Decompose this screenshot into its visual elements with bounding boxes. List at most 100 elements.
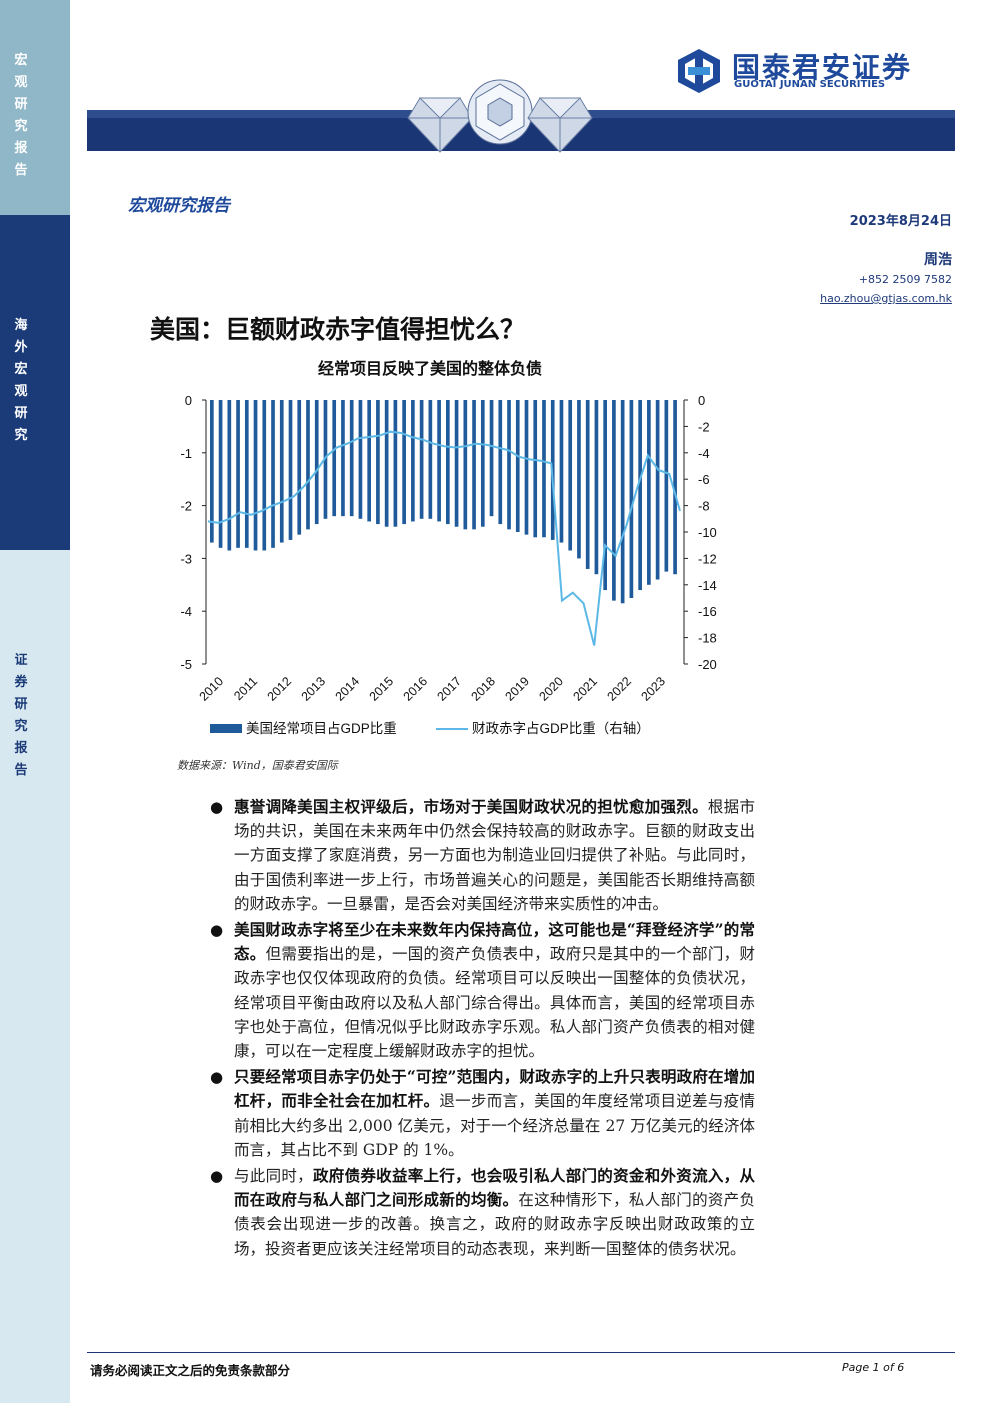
x-axis-tick-label: 2015: [367, 674, 397, 704]
current-account-bar: [594, 400, 599, 575]
author-phone: +852 2509 7582: [858, 273, 952, 286]
bullet-dot-icon: ●: [210, 1167, 224, 1186]
bullet-item: ● 与此同时，政府债券收益率上行，也会吸引私人部门的资金和外资流入，从而在政府与私…: [210, 1164, 755, 1261]
current-account-bar: [349, 400, 354, 517]
current-account-bar: [384, 400, 389, 527]
left-axis-tick-label: -4: [180, 604, 192, 619]
bullet-text: 在这种情形下，私人部门的资产负债表会出现进一步的改善。换言之，政府的财政赤字反映…: [234, 1191, 755, 1258]
right-axis-tick-label: -14: [698, 578, 717, 593]
sidebar-bottom-label: 证券研究报告: [14, 653, 28, 778]
current-account-bar: [480, 400, 485, 527]
current-account-bar: [262, 400, 267, 551]
chart: 0 -1 -2 -3 -4 -5 0 -2 -4 -6 -8 -10 -12 -14 -16 -18 -20 20…: [180, 393, 717, 736]
legend-bar-swatch: [210, 724, 242, 733]
bullet-bold-text: 美国财政赤字将至少在未来数年内保持高位，这可能也是“拜登经济学”的常态。: [234, 920, 755, 964]
bullet-item: ● 美国财政赤字将至少在未来数年内保持高位，这可能也是“拜登经济学”的常态。但需要…: [210, 918, 755, 1063]
current-account-bar: [533, 400, 538, 538]
author-name: 周浩: [924, 252, 952, 268]
current-account-bar: [323, 400, 328, 519]
fiscal-deficit-line: [207, 430, 681, 646]
current-account-bar: [542, 400, 546, 538]
x-axis-tick-label: 2013: [299, 674, 329, 704]
bullet-pre-text: 与此同时，: [234, 1167, 313, 1186]
bullet-text: 但需要指出的是，一国的资产负债表中，政府只是其中的一个部门，财政赤字也仅仅体现政…: [234, 945, 755, 1061]
right-axis-tick-label: -2: [698, 419, 710, 434]
bullet-text: 根据市场的共识，美国在未来两年中仍然会保持较高的财政赤字。巨额的财政支出一方面支…: [234, 798, 755, 913]
right-axis-tick-label: -8: [698, 499, 710, 514]
current-account-bar: [428, 400, 433, 519]
diamond-icon: [407, 79, 593, 153]
logo-english-name: GUOTAI JUNAN SECURITIES: [734, 79, 886, 90]
bullet-text: 退一步而言，美国的年度经常项目逆差与疫情前相比大约多出 2,000 亿美元，对于…: [234, 1092, 755, 1159]
x-axis-tick-label: 2020: [537, 674, 567, 704]
x-axis-tick-label: 2021: [571, 674, 601, 704]
left-axis-tick-label: -5: [180, 657, 192, 672]
current-account-bar: [253, 400, 258, 551]
chart-title: 经常项目反映了美国的整体负债: [318, 359, 543, 378]
current-account-bar: [655, 400, 660, 580]
current-account-bar: [227, 400, 232, 551]
current-account-bar: [218, 400, 223, 548]
x-axis-tick-label: 2018: [469, 674, 499, 704]
right-axis-tick-label: -20: [698, 657, 717, 672]
current-account-bar: [411, 400, 415, 522]
sidebar-bottom-block: 证券研究报告: [0, 550, 70, 1403]
company-logo: 国泰君安证券 GUOTAI JUNAN SECURITIES: [676, 46, 956, 94]
current-account-bar: [244, 400, 249, 548]
x-axis-tick-label: 2017: [435, 674, 465, 704]
bullet-list: ● 惠誉调降美国主权评级后，市场对于美国财政状况的担忧愈加强烈。根据市场的共识，美…: [210, 795, 755, 1263]
current-account-bar: [402, 400, 406, 525]
footer-disclaimer: 请务必阅读正文之后的免责条款部分: [90, 1363, 291, 1378]
current-account-bar: [454, 400, 459, 527]
right-axis-tick-label: 0: [698, 393, 705, 408]
right-axis-tick-label: -6: [698, 472, 710, 487]
bullet-bold-text: 只要经常项目赤字仍处于“可控”范围内，财政赤字的上升只表明政府在增加杠杆，而非全…: [234, 1067, 755, 1111]
legend-bar-label: 美国经常项目占GDP比重: [246, 721, 397, 736]
current-account-bar: [271, 400, 275, 548]
right-axis-tick-label: -4: [698, 446, 710, 461]
x-axis-tick-label: 2010: [197, 674, 227, 704]
x-axis-tick-label: 2019: [503, 674, 533, 704]
current-account-bar: [647, 400, 651, 585]
current-account-bar: [515, 400, 520, 532]
bullet-dot-icon: ●: [210, 921, 224, 940]
current-account-bar: [559, 400, 564, 543]
current-account-bar: [585, 400, 590, 569]
x-axis-tick-label: 2012: [265, 674, 295, 704]
current-account-bar: [367, 400, 372, 522]
current-account-bar: [463, 400, 468, 530]
right-axis-tick-label: -16: [698, 604, 717, 619]
right-axis-tick-label: -12: [698, 551, 717, 566]
current-account-bar: [210, 400, 214, 543]
current-account-bar: [638, 400, 642, 591]
current-account-bar: [314, 400, 319, 525]
current-account-bar: [673, 400, 677, 575]
sidebar-mid-block: 海外宏观研究: [0, 215, 70, 550]
x-axis-tick-label: 2014: [333, 674, 363, 704]
current-account-bar: [612, 400, 616, 601]
bullet-bold-text: 惠誉调降美国主权评级后，市场对于美国财政状况的担忧愈加强烈。: [234, 797, 708, 816]
current-account-bar: [376, 400, 380, 525]
sidebar-top-block: 宏观研究报告: [0, 0, 70, 215]
bullet-item: ● 只要经常项目赤字仍处于“可控”范围内，财政赤字的上升只表明政府在增加杠杆，而非…: [210, 1065, 755, 1162]
current-account-bar: [297, 400, 302, 535]
author-email-link[interactable]: hao.zhou@gtjas.com.hk: [820, 292, 952, 305]
current-account-bar: [279, 400, 284, 543]
footer-divider: [87, 1352, 955, 1353]
current-account-bar: [446, 400, 450, 525]
current-account-bar: [472, 400, 476, 530]
current-account-bar: [629, 400, 634, 598]
page-title: 美国：巨额财政赤字值得担忧么？: [150, 315, 526, 344]
x-axis-tick-label: 2011: [231, 674, 260, 703]
right-axis-tick-label: -10: [698, 525, 717, 540]
sidebar-top-label: 宏观研究报告: [14, 53, 28, 178]
report-type-label: 宏观研究报告: [128, 196, 230, 216]
x-axis-tick-label: 2023: [639, 674, 669, 704]
current-account-bar: [288, 400, 293, 540]
current-account-bar: [507, 400, 511, 530]
current-account-bar: [332, 400, 337, 517]
current-account-bar: [489, 400, 494, 517]
x-axis-tick-label: 2016: [401, 674, 431, 704]
current-account-bar: [358, 400, 363, 519]
bullet-dot-icon: ●: [210, 1068, 224, 1087]
